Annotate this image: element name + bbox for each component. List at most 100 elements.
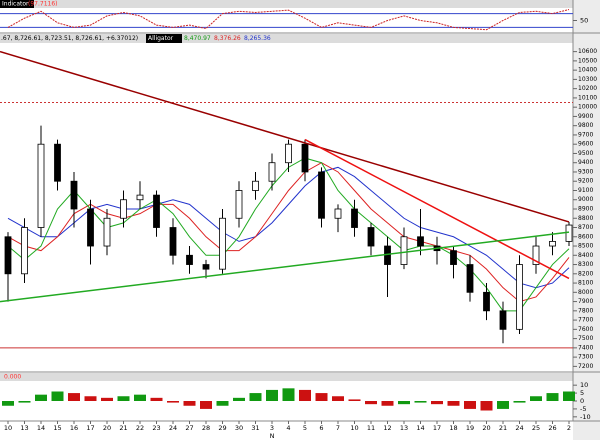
y-tick-label: 7800	[578, 307, 593, 314]
y-tick-label: 8400	[578, 252, 593, 259]
y-tick-label: 8100	[578, 280, 593, 287]
ao-bar	[332, 396, 344, 401]
x-tick-label: 28	[202, 424, 210, 432]
alligator-line	[7, 162, 570, 303]
stoch-line	[7, 9, 570, 31]
y-tick-label: 10000	[578, 104, 597, 111]
ao-bar	[497, 401, 509, 409]
x-tick-label: 19	[466, 424, 474, 432]
x-tick-label: 29	[218, 424, 226, 432]
indicator-header	[0, 0, 573, 8]
ao-bar	[414, 401, 427, 403]
candle-body	[103, 217, 111, 247]
ao-bar	[101, 397, 113, 401]
y-tick-label: 9500	[578, 150, 593, 157]
candle-body	[70, 180, 78, 210]
candle-body	[285, 143, 292, 164]
stoch-tick-label: 50	[580, 17, 588, 25]
trendline	[304, 138, 570, 280]
ao-bar	[563, 391, 575, 401]
ao-bar	[200, 401, 212, 409]
x-tick-label: 26	[548, 424, 556, 432]
candle-body	[367, 227, 375, 247]
y-tick-label: 10200	[578, 85, 597, 92]
y-tick-label: 9000	[578, 196, 593, 203]
ao-header	[0, 373, 573, 381]
x-tick-label: 30	[235, 424, 243, 432]
x-tick-label: 24	[515, 424, 523, 432]
indicator-badge	[0, 0, 34, 8]
y-tick-label: 7200	[578, 363, 593, 370]
y-tick-label: 8700	[578, 224, 593, 231]
candle-body	[450, 250, 457, 265]
y-tick-label: 10100	[578, 94, 597, 101]
ao-bar	[381, 401, 394, 406]
ao-bar	[365, 401, 377, 405]
y-tick-label: 10500	[578, 57, 597, 64]
ao-bar	[167, 401, 179, 403]
x-tick-label: 20	[103, 424, 111, 432]
y-tick-label: 8900	[578, 206, 593, 213]
y-tick-label: 10300	[578, 76, 597, 83]
ao-tick-label: 5	[580, 389, 584, 397]
x-tick-label: 16	[70, 424, 78, 432]
y-tick-label: 9200	[578, 178, 593, 185]
candle-body	[516, 264, 523, 330]
ao-bar	[398, 401, 410, 405]
alligator-badge	[146, 34, 182, 43]
x-tick-label: 7	[336, 424, 340, 432]
alligator-value: 8,376.26	[214, 35, 241, 42]
x-tick-label: 20	[482, 424, 490, 432]
x-tick-label: 25	[532, 424, 540, 432]
ao-bar	[513, 401, 526, 403]
x-tick-label: 14	[416, 424, 424, 432]
x-tick-label: 21	[119, 424, 127, 432]
y-tick-label: 9800	[578, 122, 593, 129]
candle-body	[235, 190, 243, 219]
indicator-value: (97.7116)	[28, 1, 58, 8]
trendline	[0, 50, 570, 223]
ao-bar	[117, 396, 130, 401]
candle-body	[136, 194, 144, 201]
candle-body	[565, 224, 573, 242]
y-tick-label: 7300	[578, 354, 593, 361]
ao-bar	[282, 388, 295, 401]
candle-body	[301, 143, 309, 173]
ao-bar	[447, 401, 460, 406]
candle-body	[483, 291, 490, 312]
candle-body	[186, 254, 193, 265]
ao-bar	[266, 389, 278, 401]
candle-body	[87, 208, 94, 247]
trendline	[0, 231, 570, 303]
y-tick-label: 8000	[578, 289, 593, 296]
x-tick-label: 2	[567, 424, 571, 432]
x-tick-label: 3	[270, 424, 274, 432]
ao-bar	[530, 396, 542, 401]
y-tick-label: 9300	[578, 168, 593, 175]
y-tick-label: 7900	[578, 298, 593, 305]
y-tick-label: 7600	[578, 326, 593, 333]
x-tick-label: 24	[169, 424, 177, 432]
y-tick-label: 7700	[578, 317, 593, 324]
x-tick-label: 10	[350, 424, 358, 432]
ao-bar	[299, 389, 311, 401]
ao-bar	[315, 393, 328, 401]
candle-body	[169, 227, 177, 256]
x-tick-label: 22	[136, 424, 144, 432]
y-tick-label: 10400	[578, 67, 597, 74]
ao-bar	[464, 401, 476, 409]
candle-body	[219, 217, 226, 270]
price-header	[0, 34, 573, 43]
x-tick-label: 5	[303, 424, 307, 432]
x-tick-label: 18	[449, 424, 457, 432]
candle-body	[351, 208, 358, 228]
x-tick-label: 17	[86, 424, 94, 432]
candle-body	[417, 236, 424, 247]
candle-body	[120, 199, 127, 219]
x-tick-label: 13	[20, 424, 28, 432]
ao-bar	[134, 394, 146, 401]
candle-body	[466, 264, 474, 293]
x-tick-label: 14	[37, 424, 45, 432]
alligator-title: Alligator	[148, 35, 174, 42]
